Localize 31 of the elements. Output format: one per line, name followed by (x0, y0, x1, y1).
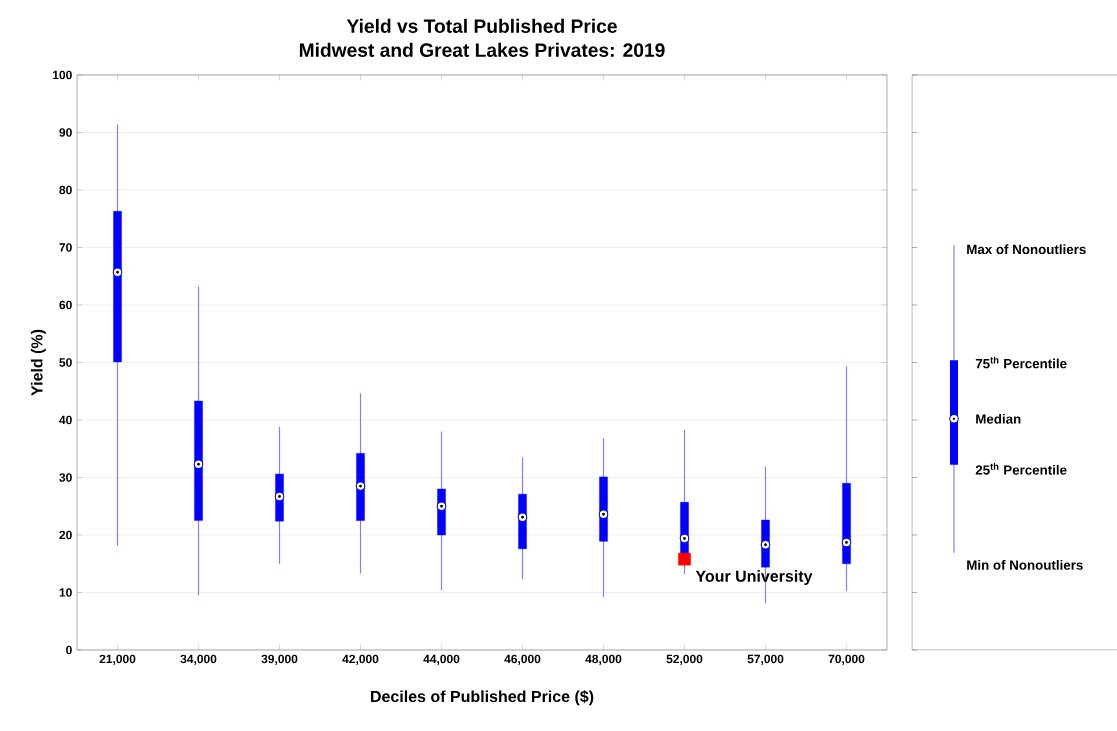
x-tick-label: 46,000 (504, 654, 541, 665)
chart-subtitle: Midwest and Great Lakes Privates: 2019 (299, 42, 665, 57)
x-tick-label: 44,000 (423, 654, 460, 665)
text: 75$^{th}$ Percentile (975, 356, 1067, 369)
x-tick-label: 42,000 (342, 654, 379, 665)
y-tick-label: 100 (53, 70, 72, 80)
y-tick-label: 70 (59, 243, 72, 252)
y-tick-label: 20 (59, 530, 72, 540)
x-tick-label: 52,000 (666, 654, 703, 665)
x-tick-label: 70,000 (828, 654, 865, 665)
x-tick-label: 48,000 (585, 654, 622, 665)
y-axis-title: Yield (%) (30, 329, 46, 396)
text: 25$^{th}$ Percentile (975, 463, 1067, 475)
y-tick-label: 0 (66, 645, 72, 655)
series-label: Your University (695, 570, 813, 585)
y-tick-label: 90 (59, 128, 72, 137)
x-axis-title: Deciles of Published Price ($) (371, 690, 594, 706)
y-tick-label: 30 (59, 473, 72, 482)
x-tick-label: 57,000 (747, 654, 784, 665)
y-tick-label: 40 (59, 415, 72, 425)
text: Min of Nonoutliers (967, 559, 1083, 570)
x-tick-label: 39,000 (261, 654, 298, 665)
chart-title: Yield vs Total Published Price (346, 18, 617, 33)
x-tick-label: 21,000 (99, 654, 136, 665)
text: Max of Nonoutliers (967, 244, 1086, 255)
y-tick-label: 80 (59, 185, 72, 195)
text: Median (976, 413, 1021, 424)
y-tick-label: 60 (59, 300, 72, 310)
y-tick-label: 10 (59, 588, 72, 597)
y-tick-label: 50 (59, 358, 72, 367)
x-tick-label: 34,000 (180, 654, 217, 665)
